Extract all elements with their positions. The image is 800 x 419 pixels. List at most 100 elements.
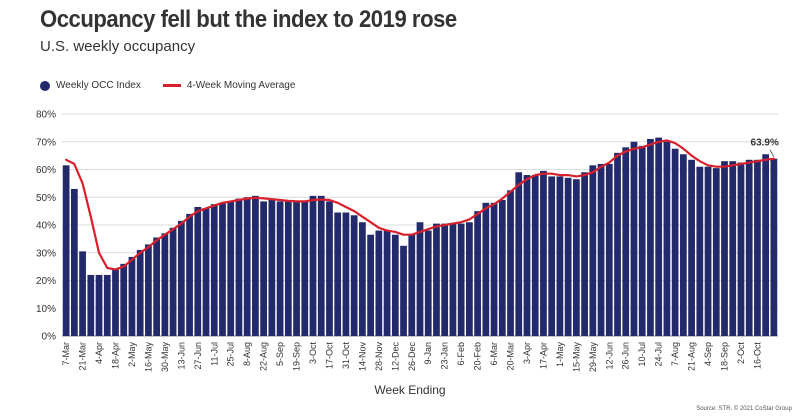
x-tick-label: 23-Jan — [440, 342, 450, 370]
bar — [334, 212, 342, 336]
legend-item-bars: Weekly OCC Index — [40, 80, 141, 91]
bar — [721, 161, 728, 336]
x-tick-label: 21-Aug — [687, 342, 697, 371]
bar — [408, 234, 416, 336]
bar — [638, 145, 646, 336]
bar — [136, 249, 144, 336]
legend-item-line: 4-Week Moving Average — [162, 80, 295, 91]
x-tick-label: 7-Mar — [61, 342, 71, 366]
y-tick-label: 20% — [36, 276, 56, 287]
y-tick-label: 40% — [36, 221, 56, 232]
bar — [605, 163, 613, 336]
bar — [400, 245, 407, 336]
bar — [729, 161, 737, 336]
bar — [284, 201, 292, 336]
bar — [581, 172, 588, 336]
x-tick-label: 22-Aug — [259, 342, 269, 371]
data-label-last: 63.9% — [751, 138, 779, 149]
bar — [688, 159, 695, 336]
bar — [696, 166, 704, 336]
legend-bars-label: Weekly OCC Index — [56, 80, 141, 91]
bar — [276, 201, 284, 336]
x-tick-label: 2-Oct — [736, 342, 746, 365]
bar — [490, 202, 498, 336]
x-tick-label: 24-Jul — [654, 342, 664, 367]
bar — [424, 230, 432, 336]
data-label-leader — [769, 149, 775, 157]
bar — [177, 220, 185, 336]
bar — [260, 201, 268, 336]
bar — [498, 200, 506, 336]
bar — [597, 163, 605, 336]
bar — [614, 152, 621, 336]
x-tick-label: 29-May — [588, 342, 598, 373]
bar — [482, 202, 490, 336]
bar — [145, 244, 152, 336]
x-tick-label: 4-Sep — [703, 342, 713, 366]
x-tick-label: 7-Aug — [670, 342, 680, 366]
bar — [87, 274, 95, 336]
y-tick-label: 70% — [36, 137, 56, 148]
bar — [112, 269, 119, 336]
bar — [293, 201, 300, 336]
bar — [655, 137, 663, 336]
bar — [383, 230, 391, 336]
x-tick-label: 14-Nov — [357, 342, 367, 372]
x-tick-label: 6-Mar — [489, 342, 499, 366]
x-tick-label: 17-Oct — [324, 342, 334, 370]
x-tick-label: 20-Feb — [473, 342, 483, 371]
y-tick-label: 30% — [36, 248, 56, 259]
bar — [754, 159, 761, 336]
x-tick-label: 30-May — [160, 342, 170, 373]
bar — [120, 263, 128, 336]
source-note: Source: STR. © 2021 CoStar Group — [696, 406, 792, 412]
x-tick-label: 10-Jul — [637, 342, 647, 367]
x-tick-label: 18-Sep — [720, 342, 730, 371]
bar — [416, 222, 424, 336]
bar — [474, 211, 481, 336]
chart-title: Occupancy fell but the index to 2019 ros… — [40, 6, 457, 33]
y-tick-label: 60% — [36, 165, 56, 176]
bar — [79, 251, 86, 336]
bar — [762, 154, 770, 336]
bar — [647, 138, 654, 336]
bar — [704, 166, 712, 336]
bar — [515, 172, 523, 336]
bar — [466, 222, 473, 336]
x-tick-label: 31-Oct — [341, 342, 351, 370]
legend-bar-swatch — [40, 80, 50, 91]
bar — [70, 188, 78, 336]
x-tick-label: 4-Apr — [94, 342, 104, 364]
bar — [359, 222, 366, 336]
x-tick-label: 9-Jan — [423, 342, 433, 365]
y-tick-label: 10% — [36, 304, 56, 315]
bar — [317, 195, 325, 336]
bar — [449, 223, 457, 336]
x-tick-label: 13-Jun — [176, 342, 186, 370]
legend-line-swatch — [162, 84, 181, 87]
bar — [235, 198, 243, 336]
bar — [572, 179, 580, 336]
chart-subtitle: U.S. weekly occupancy — [40, 38, 196, 55]
bar — [564, 177, 572, 336]
bar — [745, 159, 753, 336]
x-tick-label: 12-Jun — [604, 342, 614, 370]
bar — [350, 215, 358, 336]
bar — [507, 190, 514, 336]
bar — [210, 204, 218, 336]
bar — [194, 206, 202, 336]
bar — [737, 162, 745, 336]
bar — [441, 223, 449, 336]
bar — [531, 175, 539, 336]
x-tick-label: 16-Oct — [752, 342, 762, 370]
x-tick-label: 15-May — [571, 342, 581, 373]
x-tick-label: 8-Aug — [242, 342, 252, 366]
x-tick-label: 3-Oct — [308, 342, 318, 365]
bar — [95, 274, 103, 336]
x-tick-label: 2-May — [127, 342, 137, 368]
x-tick-label: 16-May — [143, 342, 153, 373]
bar — [671, 148, 679, 336]
chart-legend: Weekly OCC Index 4-Week Moving Average — [40, 80, 317, 91]
bar — [342, 212, 350, 336]
x-tick-label: 25-Jul — [226, 342, 236, 367]
